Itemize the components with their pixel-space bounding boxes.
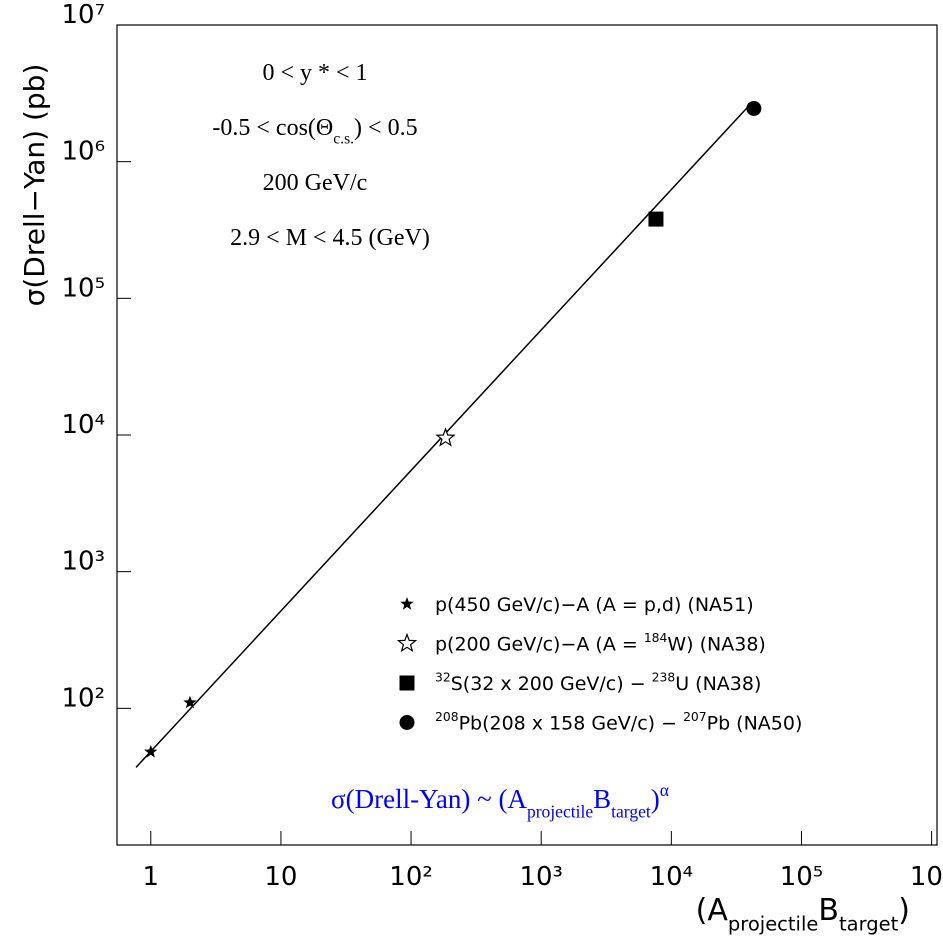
x-tick-label: 10² — [389, 862, 433, 892]
marker-circle — [746, 100, 762, 116]
y-tick-label: 10⁷ — [61, 0, 105, 30]
formula-part: projectile — [527, 801, 593, 821]
marker-circle — [399, 715, 415, 730]
annotation-part: 0 < y * < 1 — [262, 60, 367, 86]
marker-star — [183, 695, 197, 709]
legend-label: p(450 GeV/c)−A (A = p,d) (NA51) — [435, 594, 754, 616]
marker-open-star — [396, 632, 418, 653]
formula-part: α — [660, 780, 669, 800]
x-axis-label-part: target — [839, 913, 899, 936]
x-axis-label-part: (A — [696, 893, 729, 928]
legend-label-part: W) (NA38) — [667, 634, 765, 656]
legend-label-part: p(200 GeV/c)−A (A = — [435, 634, 644, 656]
legend-label-part: 238 — [652, 670, 676, 684]
legend-label-part: 184 — [644, 631, 668, 645]
formula-part: σ(Drell-Yan) ~ (A — [331, 784, 527, 814]
x-axis-label: (AprojectileBtarget) — [696, 893, 910, 936]
legend-label-part: 32 — [435, 670, 451, 684]
annotation: 0 < y * < 1 — [262, 60, 367, 86]
legend-label-part: 208 — [435, 710, 459, 724]
formula-part: B — [593, 784, 611, 814]
y-tick-label: 10³ — [61, 547, 105, 577]
legend-label-part: Pb (NA50) — [707, 713, 803, 735]
x-tick-label: 10⁵ — [780, 862, 824, 892]
legend-label: 208Pb(208 x 158 GeV/c) − 207Pb (NA50) — [435, 710, 802, 735]
x-axis-label-part: ) — [898, 893, 910, 928]
annotation-part: 200 GeV/c — [263, 170, 368, 196]
annotation: -0.5 < cos(Θc.s.) < 0.5 — [212, 115, 417, 147]
y-tick-label: 10⁶ — [61, 137, 105, 167]
formula-part: target — [611, 801, 651, 821]
annotation-part: c.s. — [333, 130, 354, 147]
marker-star — [400, 597, 414, 610]
legend-label-part: Pb(208 x 158 GeV/c) − — [459, 713, 684, 735]
y-axis-label: σ(Drell−Yan) (pb) — [18, 64, 51, 307]
formula-part: ) — [651, 784, 660, 814]
formula: σ(Drell-Yan) ~ (AprojectileBtarget)α — [331, 780, 669, 822]
x-tick-label: 10⁶ — [910, 862, 943, 892]
annotation-part: 2.9 < M < 4.5 (GeV) — [230, 225, 430, 251]
annotation: 2.9 < M < 4.5 (GeV) — [230, 225, 430, 251]
y-tick-label: 10⁵ — [61, 273, 105, 303]
legend-label-part: S(32 x 200 GeV/c) − — [451, 673, 652, 695]
annotation-part: -0.5 < cos(Θ — [212, 115, 333, 141]
x-tick-label: 10³ — [519, 862, 563, 892]
y-tick-label: 10² — [61, 683, 105, 713]
marker-open-star — [435, 427, 456, 447]
x-axis-label-part: B — [818, 893, 839, 928]
annotation: 200 GeV/c — [263, 170, 368, 196]
marker-square — [648, 211, 664, 227]
legend-label-part: U (NA38) — [675, 673, 761, 695]
x-axis-label-part: projectile — [728, 913, 819, 936]
x-tick-label: 10 — [264, 862, 297, 892]
legend-label: 32S(32 x 200 GeV/c) − 238U (NA38) — [435, 670, 761, 695]
marker-square — [399, 675, 415, 691]
y-tick-label: 10⁴ — [61, 410, 105, 440]
legend-label-part: 207 — [683, 710, 707, 724]
legend-label: p(200 GeV/c)−A (A = 184W) (NA38) — [435, 631, 766, 656]
marker-star — [144, 744, 158, 758]
x-tick-label: 10⁴ — [650, 862, 694, 892]
annotation-part: ) < 0.5 — [354, 115, 418, 141]
legend-label-part: p(450 GeV/c)−A (A = p,d) (NA51) — [435, 594, 754, 616]
x-tick-label: 1 — [143, 862, 160, 892]
